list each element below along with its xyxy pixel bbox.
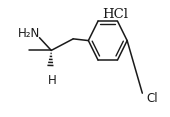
Text: H₂N: H₂N — [18, 27, 40, 40]
Text: HCl: HCl — [102, 8, 128, 21]
Text: H: H — [48, 74, 56, 87]
Text: Cl: Cl — [147, 92, 158, 105]
